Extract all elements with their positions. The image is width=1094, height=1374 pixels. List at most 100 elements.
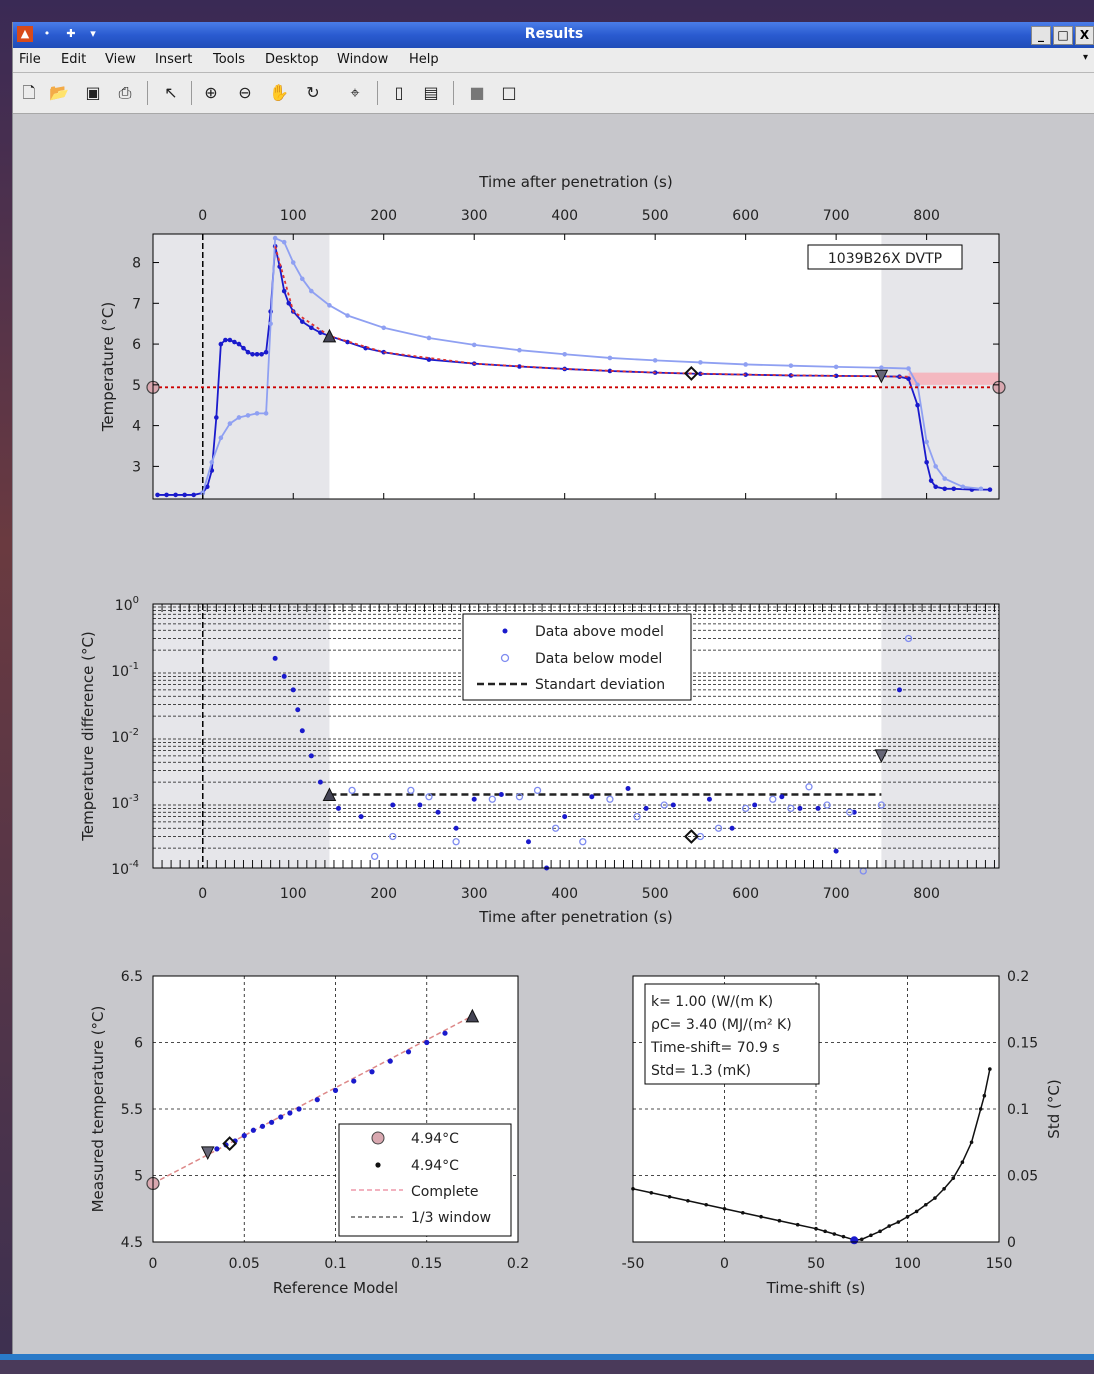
hide-plot-tools-icon[interactable]: ■ [469, 83, 485, 102]
panel1-series-1-point [309, 288, 314, 294]
panel4-xtick-label: 150 [986, 1256, 1013, 1272]
panel1-series-1-point [978, 486, 984, 492]
panel3-legend-label-window: 1/3 window [411, 1210, 491, 1226]
panel3-axes-frame [152, 975, 519, 1243]
panel1-series-1-point [209, 460, 215, 465]
menu-file[interactable]: File [19, 52, 41, 67]
menu-tools[interactable]: Tools [213, 52, 246, 67]
close-button[interactable]: X [1075, 26, 1094, 45]
panel1-series-0-point [607, 368, 613, 374]
colorbar-icon[interactable]: ▯ [394, 83, 404, 102]
panel3-data-point [369, 1069, 375, 1075]
panel1-xtick-label: 300 [461, 208, 488, 224]
panel2-above-point [797, 805, 803, 811]
pin-icon[interactable]: ✚ [66, 27, 76, 40]
menu-help[interactable]: Help [409, 52, 439, 67]
panel4-data-point [896, 1220, 901, 1224]
panel2-above-point [417, 802, 423, 808]
panel1-xlabel: Time after penetration (s) [478, 173, 672, 191]
panel4-xlabel: Time-shift (s) [766, 1279, 866, 1297]
panel2-above-point [752, 802, 758, 808]
panel2-below-point [533, 786, 542, 795]
pan-hand-icon[interactable]: ✋ [269, 83, 289, 102]
menu-insert[interactable]: Insert [155, 52, 193, 67]
panel1-series-2 [274, 245, 909, 378]
panel4-data-point [686, 1198, 690, 1203]
open-file-icon[interactable]: 📂 [49, 83, 69, 102]
rotate-3d-icon[interactable]: ↻ [306, 83, 320, 102]
panel2-xlabel: Time after penetration (s) [478, 908, 672, 926]
panel2-legend-label-std: Standart deviation [535, 677, 665, 693]
save-icon[interactable]: ▣ [85, 83, 101, 102]
panel2-marker-diamond [683, 829, 699, 844]
panel1-series-1-point [562, 351, 567, 357]
minimize-button[interactable]: _ [1031, 26, 1051, 45]
pointer-icon[interactable]: ↖ [164, 83, 178, 102]
panel2-below-point [742, 804, 750, 813]
panel1-series-1-point [788, 363, 794, 368]
menubar-arrow-icon[interactable]: ▾ [1083, 52, 1089, 63]
menu-desktop[interactable]: Desktop [265, 52, 319, 67]
panel2-above-point [317, 779, 323, 785]
maximize-button[interactable]: □ [1053, 26, 1073, 45]
menu-edit[interactable]: Edit [61, 52, 87, 67]
panel4-data-point [924, 1202, 928, 1207]
panel4-data-point [933, 1196, 937, 1200]
panel1-series-0-point [517, 364, 522, 369]
panel1-series-0-point [833, 373, 839, 379]
panel1-series-1-point [227, 421, 233, 426]
data-cursor-icon[interactable]: ⌖ [350, 83, 360, 102]
panel2-shaded-window [153, 604, 330, 868]
panel2-above-point [308, 753, 314, 759]
panel4-data-point [777, 1218, 782, 1223]
zoom-in-icon[interactable]: ⊕ [204, 83, 218, 102]
panel2-below-point [407, 786, 415, 795]
panel3-data-point [296, 1106, 302, 1112]
panel2-below-point [660, 801, 668, 809]
panel2-above-point [525, 839, 531, 845]
show-plot-tools-icon[interactable]: □ [501, 83, 517, 102]
panel1-series-0-point [241, 345, 246, 351]
dock-icon[interactable]: • [43, 27, 51, 40]
panel1-ytick-label: 6 [132, 337, 141, 353]
panel2-below-point [452, 838, 460, 846]
panel1-series-0-point [218, 341, 224, 347]
menu-view[interactable]: View [105, 52, 136, 67]
panel2-xtick-label: 700 [823, 886, 850, 902]
panel1-series-0-point [309, 325, 314, 331]
panel1-series-0-point [182, 492, 187, 498]
panel3-ytick-label: 6 [134, 1036, 143, 1052]
panel1-ylabel: Temperature (°C) [99, 302, 117, 432]
panel1-series-0-point [933, 484, 938, 490]
panel2-above-point [281, 673, 287, 679]
print-icon[interactable]: ⎙ [118, 83, 132, 102]
menu-window[interactable]: Window [337, 52, 389, 67]
panel3-marker-diamond [222, 1136, 238, 1151]
zoom-out-icon[interactable]: ⊖ [238, 83, 252, 102]
panel4-data-point [969, 1140, 974, 1145]
panel4-data-point [978, 1107, 983, 1111]
panel1-axes-frame [152, 233, 1000, 500]
panel1-xtick-label: 400 [551, 208, 578, 224]
panel3-data-point [442, 1030, 448, 1036]
panel4-data-point [741, 1210, 745, 1215]
panel2-below-point [515, 793, 524, 801]
panel3-data-point [314, 1097, 320, 1103]
new-figure-icon[interactable]: 🗋 [22, 83, 36, 102]
panel1-series-0-point [191, 492, 197, 498]
panel3-xlabel: Reference Model [273, 1279, 398, 1297]
panel1-series-1-point [833, 364, 839, 370]
panel1-ytick-label: 5 [132, 378, 141, 394]
legend-icon[interactable]: ▤ [423, 83, 439, 102]
panel1-series-0-point [915, 402, 920, 408]
panel1-series-1-point [960, 484, 966, 490]
panel1-xtick-label: 100 [280, 208, 307, 224]
panel4-data-point [982, 1093, 987, 1098]
menu-arrow-icon[interactable]: ▾ [90, 27, 96, 40]
panel4-minimum-marker [850, 1236, 859, 1245]
panel4-data-point [704, 1202, 708, 1207]
panel4-ytick-label: 0 [1007, 1235, 1016, 1251]
matlab-logo-icon[interactable]: ▲ [17, 26, 33, 42]
title-bar[interactable]: ▲ • ✚ ▾ Results _ □ X [13, 22, 1094, 48]
panel3-xtick-label: 0.1 [324, 1256, 346, 1272]
